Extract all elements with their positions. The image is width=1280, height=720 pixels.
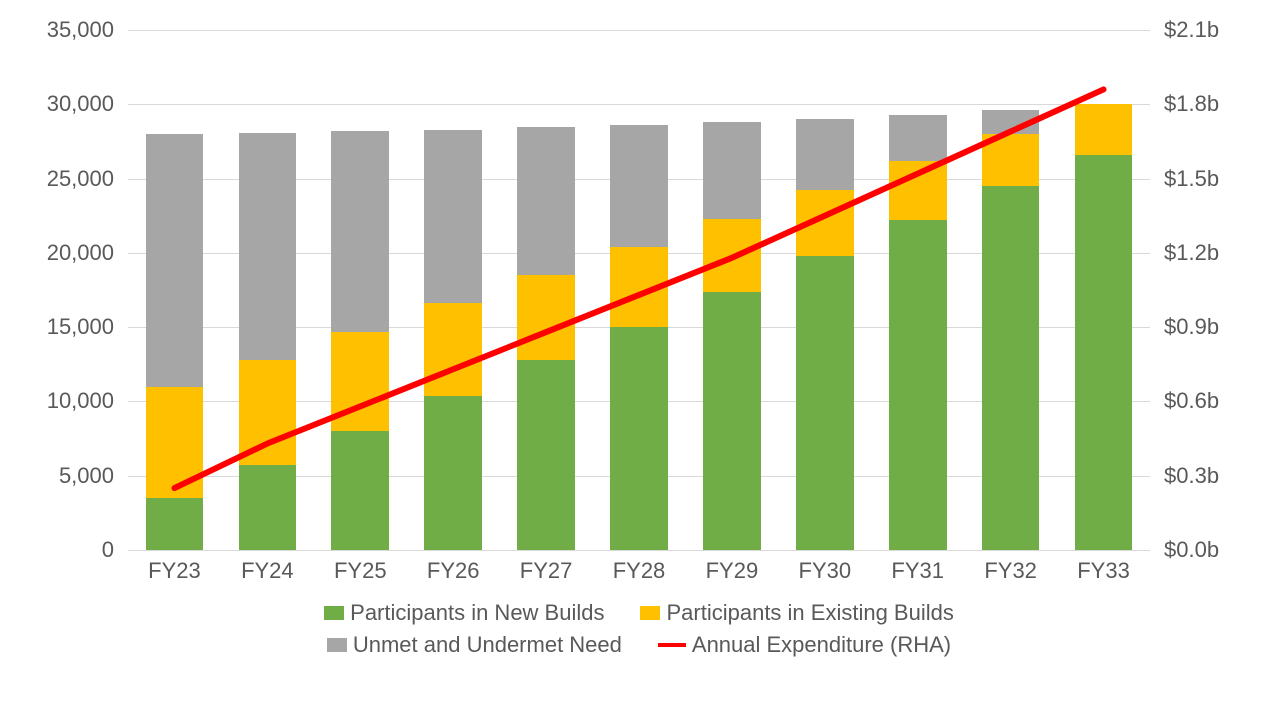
y-left-tick-label: 30,000	[20, 91, 114, 117]
chart-container: 0 5,000 10,000 15,000 20,000 25,000 30,000 35,0…	[20, 20, 1260, 700]
legend-item: Participants in Existing Builds	[640, 600, 953, 626]
y-right-tick-label: $0.3b	[1164, 463, 1219, 489]
y-right-tick-label: $1.2b	[1164, 240, 1219, 266]
x-tick-label: FY29	[706, 558, 759, 584]
legend-label: Participants in Existing Builds	[666, 600, 953, 626]
y-left-tick-label: 20,000	[20, 240, 114, 266]
x-tick-label: FY28	[613, 558, 666, 584]
gridline	[128, 550, 1150, 551]
legend-swatch-icon	[327, 638, 347, 652]
legend-label: Participants in New Builds	[350, 600, 604, 626]
legend: Participants in New Builds Participants i…	[128, 594, 1150, 658]
legend-row: Participants in New Builds Participants i…	[128, 600, 1150, 626]
legend-line-icon	[658, 643, 686, 647]
legend-row: Unmet and Undermet Need Annual Expenditur…	[128, 632, 1150, 658]
legend-item: Annual Expenditure (RHA)	[658, 632, 951, 658]
x-tick-label: FY27	[520, 558, 573, 584]
legend-item: Unmet and Undermet Need	[327, 632, 622, 658]
x-tick-label: FY24	[241, 558, 294, 584]
y-right-tick-label: $2.1b	[1164, 17, 1219, 43]
x-tick-label: FY33	[1077, 558, 1130, 584]
y-right-tick-label: $0.9b	[1164, 314, 1219, 340]
legend-swatch-icon	[324, 606, 344, 620]
y-left-tick-label: 0	[20, 537, 114, 563]
x-tick-label: FY23	[148, 558, 201, 584]
legend-label: Annual Expenditure (RHA)	[692, 632, 951, 658]
y-left-tick-label: 5,000	[20, 463, 114, 489]
y-left-tick-label: 35,000	[20, 17, 114, 43]
y-left-tick-label: 25,000	[20, 166, 114, 192]
legend-item: Participants in New Builds	[324, 600, 604, 626]
plot-area	[128, 30, 1150, 550]
x-tick-label: FY32	[984, 558, 1037, 584]
x-tick-label: FY30	[799, 558, 852, 584]
expenditure-line	[128, 30, 1150, 550]
x-tick-label: FY26	[427, 558, 480, 584]
y-right-tick-label: $1.5b	[1164, 166, 1219, 192]
legend-swatch-icon	[640, 606, 660, 620]
y-right-tick-label: $1.8b	[1164, 91, 1219, 117]
y-right-tick-label: $0.0b	[1164, 537, 1219, 563]
y-left-tick-label: 10,000	[20, 388, 114, 414]
y-left-tick-label: 15,000	[20, 314, 114, 340]
y-right-tick-label: $0.6b	[1164, 388, 1219, 414]
x-tick-label: FY25	[334, 558, 387, 584]
x-tick-label: FY31	[891, 558, 944, 584]
legend-label: Unmet and Undermet Need	[353, 632, 622, 658]
